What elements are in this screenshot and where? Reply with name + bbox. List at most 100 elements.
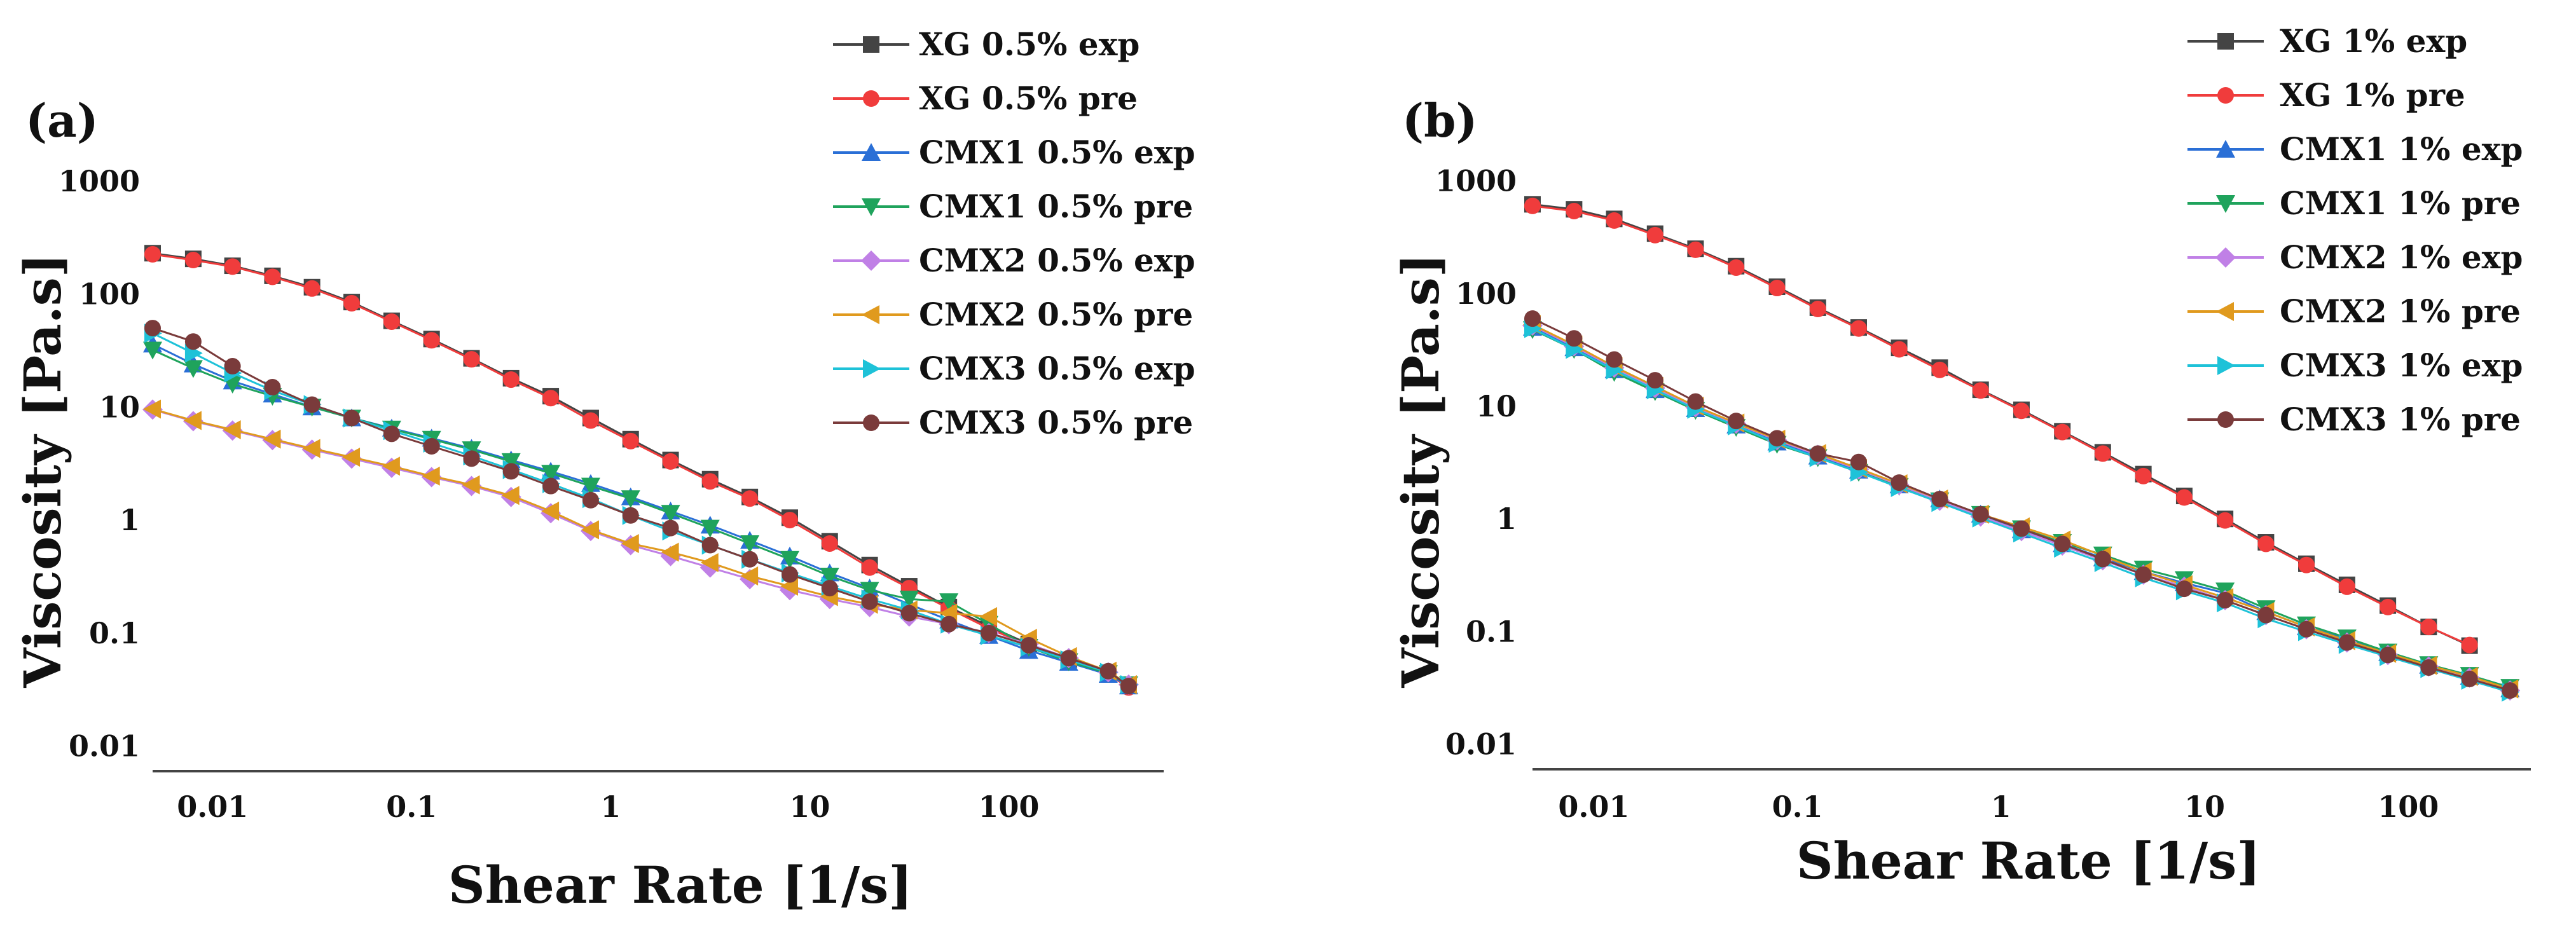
panel-a-series-7-point-22 bbox=[1020, 636, 1037, 654]
panel-b-x-tick-2: 1 bbox=[1991, 790, 2011, 824]
panel-a-series-1-point-16 bbox=[782, 512, 799, 529]
panel-a-series-7-point-14 bbox=[701, 537, 719, 554]
panel-a-series-7-point-15 bbox=[741, 551, 759, 568]
panel-a-series-5-point-11 bbox=[581, 520, 599, 540]
panel-b-x-tick-0: 0.01 bbox=[1558, 790, 1629, 824]
panel-b-series-7-point-15 bbox=[2135, 566, 2152, 583]
panel-b-series-7-point-1 bbox=[1566, 330, 1583, 347]
panel-a-y-tick-3: 1 bbox=[120, 503, 140, 537]
panel-a-series-5-point-21 bbox=[979, 606, 998, 626]
panel-b-y-tick-3: 1 bbox=[1496, 502, 1517, 536]
panel-a-legend-label-4: CMX2 0.5% exp bbox=[919, 242, 1195, 279]
panel-b-series-1-point-23 bbox=[2461, 636, 2478, 654]
panel-a-x-tick-4: 100 bbox=[978, 790, 1039, 824]
panel-a-series-3-point-17 bbox=[820, 568, 839, 586]
panel-b-legend-label-6: CMX3 1% exp bbox=[2280, 346, 2523, 384]
panel-b-legend-label-0: XG 1% exp bbox=[2280, 22, 2467, 60]
panel-b-y-tick-5: 0.01 bbox=[1445, 727, 1517, 762]
panel-a-series-3-point-19 bbox=[899, 591, 919, 609]
panel-a-series-7-point-5 bbox=[343, 409, 361, 427]
panel-b-legend-marker-6 bbox=[2217, 356, 2235, 375]
panel-b-series-1-point-10 bbox=[1931, 361, 1948, 378]
panel-a-series-7-point-18 bbox=[861, 593, 878, 610]
panel-a-series-1-point-6 bbox=[383, 313, 400, 330]
panel-b-series-7-point-22 bbox=[2420, 659, 2437, 676]
panel-a-series-7-point-10 bbox=[542, 477, 560, 495]
panel-a-series-5-point-14 bbox=[700, 553, 719, 573]
panel-b-series-1-point-11 bbox=[1972, 382, 1989, 399]
panel-a-series-1-point-14 bbox=[701, 473, 719, 490]
panel-a-series-7-point-9 bbox=[502, 463, 520, 480]
panel-b-y-tick-4: 0.1 bbox=[1466, 614, 1517, 648]
panel-a-series-7-point-2 bbox=[224, 358, 241, 375]
panel-a-ticks: 0.01 0.1 1 10 100 1000 100 10 1 0.1 0.01 bbox=[59, 164, 1039, 824]
panel-a-series-5-point-3 bbox=[263, 429, 281, 449]
panel-a-legend-label-5: CMX2 0.5% pre bbox=[919, 296, 1193, 333]
panel-a-series-3-point-11 bbox=[581, 477, 600, 496]
panel-a-series-7-point-12 bbox=[622, 507, 639, 524]
panel-b-series-7-point-24 bbox=[2502, 682, 2519, 699]
panel-a-x-tick-0: 0.01 bbox=[177, 790, 248, 824]
panel-b-series-1-point-17 bbox=[2217, 512, 2234, 529]
panel-a-y-tick-5: 0.01 bbox=[69, 729, 140, 764]
panel-b-series-1-point-9 bbox=[1891, 341, 1908, 358]
panel-a-series-5-point-12 bbox=[621, 533, 639, 553]
panel-b-y-tick-0: 1000 bbox=[1435, 164, 1517, 198]
panel-a-legend-label-1: XG 0.5% pre bbox=[919, 79, 1138, 117]
panel-a-y-tick-4: 0.1 bbox=[89, 616, 140, 650]
panel-a-series-7-point-19 bbox=[900, 605, 918, 622]
panel-b-series-7-point-7 bbox=[1809, 445, 1826, 462]
panel-b-series-7-point-16 bbox=[2175, 580, 2193, 598]
panel-a-series-7-point-6 bbox=[383, 425, 400, 442]
panel-a-series-5-point-0 bbox=[143, 399, 161, 419]
panel-b-series-1-point-8 bbox=[1850, 320, 1867, 337]
panel-b-series-7-point-11 bbox=[1972, 505, 1989, 523]
panel-a-legend-marker-5 bbox=[862, 305, 879, 324]
panel-b-legend-marker-3 bbox=[2216, 195, 2235, 213]
panel-a-legend-marker-7 bbox=[863, 415, 879, 431]
panel-a-series-5-point-5 bbox=[342, 448, 361, 467]
panel-b-series-7-point-5 bbox=[1728, 413, 1745, 430]
panel-b-series-7-point-10 bbox=[1931, 491, 1948, 508]
panel-b-series-7-point-9 bbox=[1891, 474, 1908, 491]
panel-a-series-3-point-9 bbox=[501, 453, 521, 471]
panel-a-series-5-point-6 bbox=[382, 456, 400, 476]
panel-a-x-tick-2: 1 bbox=[600, 790, 621, 824]
panel-b-x-tick-1: 0.1 bbox=[1772, 790, 1823, 824]
panel-a-series-5-point-8 bbox=[462, 475, 480, 495]
panel-b-legend-label-4: CMX2 1% exp bbox=[2280, 238, 2523, 276]
panel-b-series-7-point-14 bbox=[2094, 551, 2111, 568]
panel-a-legend-marker-3 bbox=[862, 198, 881, 216]
panel-a-series-7-point-13 bbox=[662, 519, 679, 537]
panel-a-series-5-point-13 bbox=[661, 542, 679, 562]
panel-a-series-7-point-0 bbox=[144, 320, 161, 337]
panel-a-series-3-point-1 bbox=[183, 360, 203, 378]
panel-a-series-7-point-1 bbox=[184, 333, 202, 350]
panel-b-series-1-point-4 bbox=[1687, 241, 1704, 258]
panel-a-series-3-point-18 bbox=[860, 582, 879, 600]
panel-b-series-7-point-20 bbox=[2338, 634, 2355, 651]
panel-b-y-tick-1: 100 bbox=[1456, 277, 1517, 311]
panel-b-x-tick-3: 10 bbox=[2184, 790, 2225, 824]
panel-b-series-1-point-6 bbox=[1768, 280, 1786, 297]
panel-b-legend: XG 1% exp XG 1% pre CMX1 1% exp CMX1 1% pre… bbox=[2187, 22, 2523, 438]
panel-a-series-7 bbox=[144, 320, 1137, 695]
panel-b-legend-label-1: XG 1% pre bbox=[2280, 76, 2465, 114]
panel-a-series-5-point-4 bbox=[302, 439, 320, 458]
panel-b-legend-label-5: CMX2 1% pre bbox=[2280, 292, 2521, 330]
panel-a-series-5-point-1 bbox=[183, 411, 202, 430]
panel-a-series-1-point-9 bbox=[502, 371, 520, 388]
panel-b-legend-marker-5 bbox=[2216, 302, 2234, 321]
panel-a-series-3-point-16 bbox=[780, 551, 800, 569]
panel-a-y-tick-0: 1000 bbox=[59, 164, 140, 198]
panel-a-series-7-point-21 bbox=[981, 624, 998, 641]
panel-b-label: (b) bbox=[1402, 93, 1477, 147]
panel-b-series-7-point-4 bbox=[1687, 393, 1704, 410]
panel-a-series-1-point-8 bbox=[463, 351, 480, 368]
panel-a-legend-label-3: CMX1 0.5% pre bbox=[919, 188, 1193, 225]
panel-b-legend-label-3: CMX1 1% pre bbox=[2280, 184, 2521, 222]
panel-b-series-7-point-6 bbox=[1768, 430, 1786, 447]
panel-b-series-1-point-21 bbox=[2380, 598, 2397, 615]
panel-a-series-7-point-23 bbox=[1060, 650, 1077, 667]
panel-a-series-1-point-11 bbox=[582, 412, 599, 429]
